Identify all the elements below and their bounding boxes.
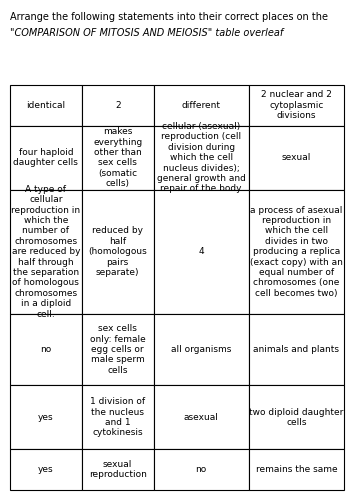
Text: cellular (asexual)
reproduction (cell
division during
which the cell
nucleus div: cellular (asexual) reproduction (cell di…: [157, 122, 246, 194]
Text: identical: identical: [26, 101, 65, 110]
Text: makes
everything
other than
sex cells
(somatic
cells): makes everything other than sex cells (s…: [93, 127, 142, 188]
Bar: [154, 126, 249, 190]
Text: different: different: [182, 101, 221, 110]
Text: sex cells
only: female
egg cells or
male sperm
cells: sex cells only: female egg cells or male…: [90, 324, 145, 375]
Bar: [82, 386, 154, 450]
Text: a process of asexual
reproduction in
which the cell
divides in two
producing a r: a process of asexual reproduction in whi…: [250, 206, 343, 298]
Bar: [154, 386, 249, 450]
Text: two diploid daughter
cells: two diploid daughter cells: [249, 408, 344, 427]
Bar: [10, 386, 82, 450]
Bar: [154, 450, 249, 490]
Text: 1 division of
the nucleus
and 1
cytokinesis: 1 division of the nucleus and 1 cytokine…: [90, 397, 145, 438]
Text: yes: yes: [38, 465, 54, 474]
Bar: [10, 450, 82, 490]
Text: sexual: sexual: [282, 153, 311, 162]
Bar: [249, 314, 344, 386]
Bar: [10, 85, 82, 126]
Text: A type of
cellular
reproduction in
which the
number of
chromosomes
are reduced b: A type of cellular reproduction in which…: [11, 184, 80, 318]
Bar: [82, 126, 154, 190]
Bar: [249, 450, 344, 490]
Text: remains the same: remains the same: [256, 465, 337, 474]
Bar: [10, 126, 82, 190]
Text: four haploid
daughter cells: four haploid daughter cells: [13, 148, 78, 168]
Text: no: no: [40, 345, 52, 354]
Text: 2 nuclear and 2
cytoplasmic
divisions: 2 nuclear and 2 cytoplasmic divisions: [261, 90, 332, 120]
Text: Arrange the following statements into their correct places on the: Arrange the following statements into th…: [10, 12, 328, 22]
Bar: [82, 85, 154, 126]
Bar: [249, 386, 344, 450]
Text: animals and plants: animals and plants: [253, 345, 339, 354]
Bar: [154, 314, 249, 386]
Bar: [82, 314, 154, 386]
Text: sexual
reproduction: sexual reproduction: [89, 460, 147, 479]
Text: 2: 2: [115, 101, 120, 110]
Bar: [249, 85, 344, 126]
Bar: [154, 85, 249, 126]
Bar: [249, 190, 344, 314]
Text: reduced by
half
(homologous
pairs
separate): reduced by half (homologous pairs separa…: [88, 226, 147, 277]
Text: yes: yes: [38, 413, 54, 422]
Bar: [10, 314, 82, 386]
Text: all organisms: all organisms: [171, 345, 232, 354]
Bar: [82, 190, 154, 314]
Bar: [82, 450, 154, 490]
Bar: [249, 126, 344, 190]
Bar: [10, 190, 82, 314]
Bar: [154, 190, 249, 314]
Text: asexual: asexual: [184, 413, 219, 422]
Text: "COMPARISON OF MITOSIS AND MEIOSIS" table overleaf: "COMPARISON OF MITOSIS AND MEIOSIS" tabl…: [10, 28, 283, 38]
Text: 4: 4: [198, 247, 204, 256]
Text: no: no: [196, 465, 207, 474]
